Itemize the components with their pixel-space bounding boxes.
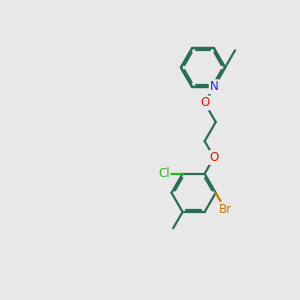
- Text: Cl: Cl: [158, 167, 169, 180]
- Text: O: O: [209, 151, 219, 164]
- Text: Br: Br: [218, 202, 232, 216]
- Text: O: O: [200, 96, 209, 110]
- Text: N: N: [210, 80, 218, 93]
